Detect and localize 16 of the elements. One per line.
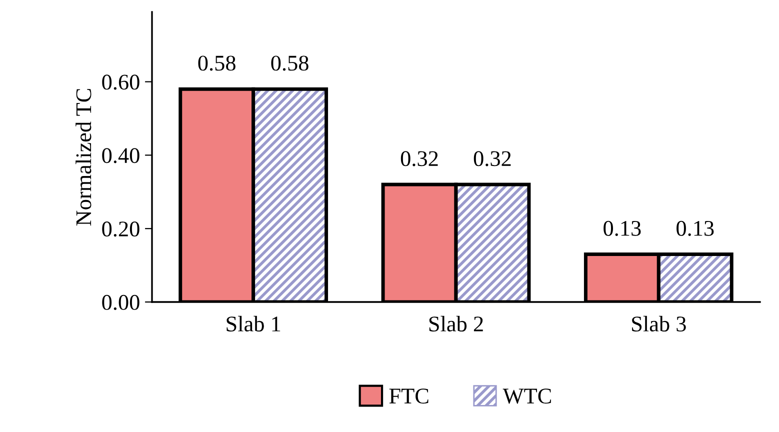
data-label: 0.13 (676, 220, 714, 236)
legend-label: FTC (389, 388, 428, 404)
data-label: 0.13 (604, 220, 641, 236)
x-tick-label: Slab 3 (632, 316, 686, 332)
x-tick-label: Slab 2 (429, 316, 483, 332)
y-axis-title: Normalized TC (76, 88, 92, 226)
y-tick-label: 0.60 (102, 74, 140, 90)
y-tick-label: 0.20 (102, 222, 140, 237)
x-tick-label: Slab 1 (226, 316, 280, 332)
data-label: 0.32 (400, 151, 438, 166)
data-label: 0.32 (474, 151, 511, 166)
data-label: 0.58 (198, 56, 236, 71)
legend-label: WTC (502, 388, 551, 404)
data-label: 0.58 (271, 56, 308, 71)
y-tick-label: 0.00 (102, 294, 140, 310)
y-tick-label: 0.40 (102, 148, 140, 164)
